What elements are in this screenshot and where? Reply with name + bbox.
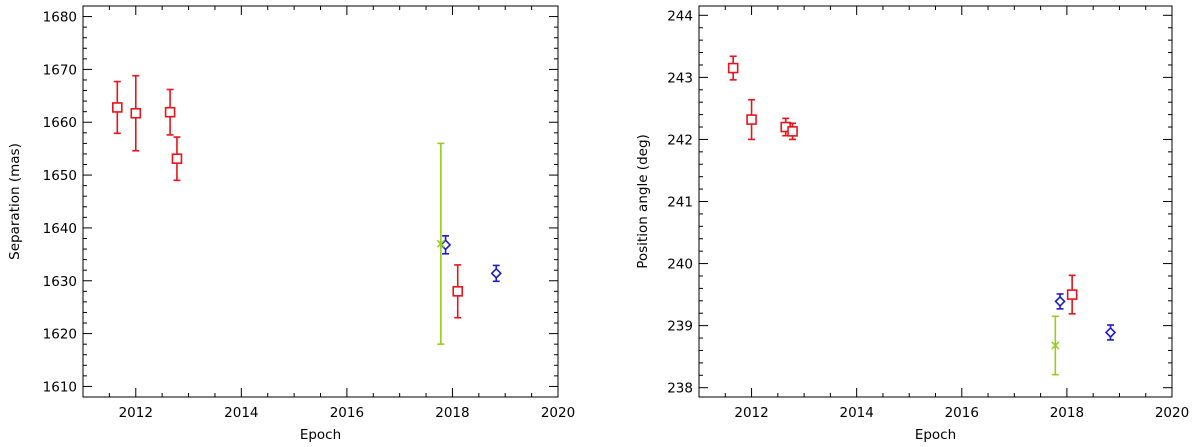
sep-y-tick-label: 1680 <box>43 10 77 26</box>
sep-x-tick-label: 2016 <box>330 405 364 421</box>
sep-diamond-point <box>490 267 502 279</box>
sep-y-tick-label: 1610 <box>43 379 77 395</box>
sep-square-point <box>130 107 142 119</box>
pa-y-tick-label: 243 <box>667 70 693 86</box>
sep-square-point <box>164 106 176 118</box>
position-angle-chart: 2012 2014 2016 2018 2020 238 239 240 241 242 243 24… <box>635 5 1189 443</box>
sep-y-tick-label: 1640 <box>43 221 77 237</box>
sep-y-tick-label: 1630 <box>43 274 77 290</box>
pa-diamond-point <box>1104 326 1117 339</box>
sep-square-point <box>452 286 464 297</box>
pa-x-tick-label: 2018 <box>1050 405 1084 421</box>
sep-x-tick-label: 2020 <box>541 405 575 421</box>
pa-x-tick-label: 2012 <box>734 405 768 421</box>
sep-y-tick-label: 1670 <box>43 62 77 78</box>
pa-cross-stroke <box>1051 341 1060 350</box>
pa-cross-point <box>1051 341 1060 350</box>
pa-x-tick-label: 2014 <box>839 405 873 421</box>
pa-y-tick-label: 241 <box>667 195 693 211</box>
separation-chart: 2012 2014 2016 2018 2020 1610 1620 1630 1640 1650… <box>7 5 575 443</box>
pa-y-tick-label: 244 <box>667 8 693 24</box>
sep-square-point <box>171 153 183 165</box>
sep-plot-frame <box>82 5 559 398</box>
pa-y-tick-label: 239 <box>667 319 693 335</box>
pa-diamond-point <box>1054 295 1066 308</box>
sep-x-tick-label: 2012 <box>119 405 153 421</box>
sep-y-tick-label: 1650 <box>43 168 77 184</box>
pa-x-tick-label: 2016 <box>945 405 979 421</box>
sep-cross-stroke <box>436 239 445 248</box>
pa-square-point <box>746 114 757 125</box>
pa-square-point <box>727 62 739 74</box>
pa-y-tick-label: 242 <box>667 132 693 148</box>
sep-y-tick-label: 1660 <box>43 115 77 131</box>
pa-y-tick-label: 240 <box>667 257 693 273</box>
sep-cross-point <box>436 239 445 248</box>
pa-square-point <box>787 126 798 137</box>
pa-x-axis-label: Epoch <box>915 427 956 443</box>
sep-square-point <box>112 102 123 113</box>
sep-y-tick-label: 1620 <box>43 327 77 343</box>
sep-x-axis-label: Epoch <box>300 427 341 443</box>
pa-y-axis-label: Position angle (deg) <box>635 134 651 269</box>
sep-x-tick-label: 2018 <box>435 405 469 421</box>
pa-plot-frame <box>698 5 1173 398</box>
sep-x-tick-label: 2014 <box>224 405 258 421</box>
pa-x-tick-label: 2020 <box>1155 405 1189 421</box>
sep-y-axis-label: Separation (mas) <box>7 143 23 260</box>
pa-square-point <box>1066 289 1078 300</box>
pa-y-tick-label: 238 <box>667 381 693 397</box>
